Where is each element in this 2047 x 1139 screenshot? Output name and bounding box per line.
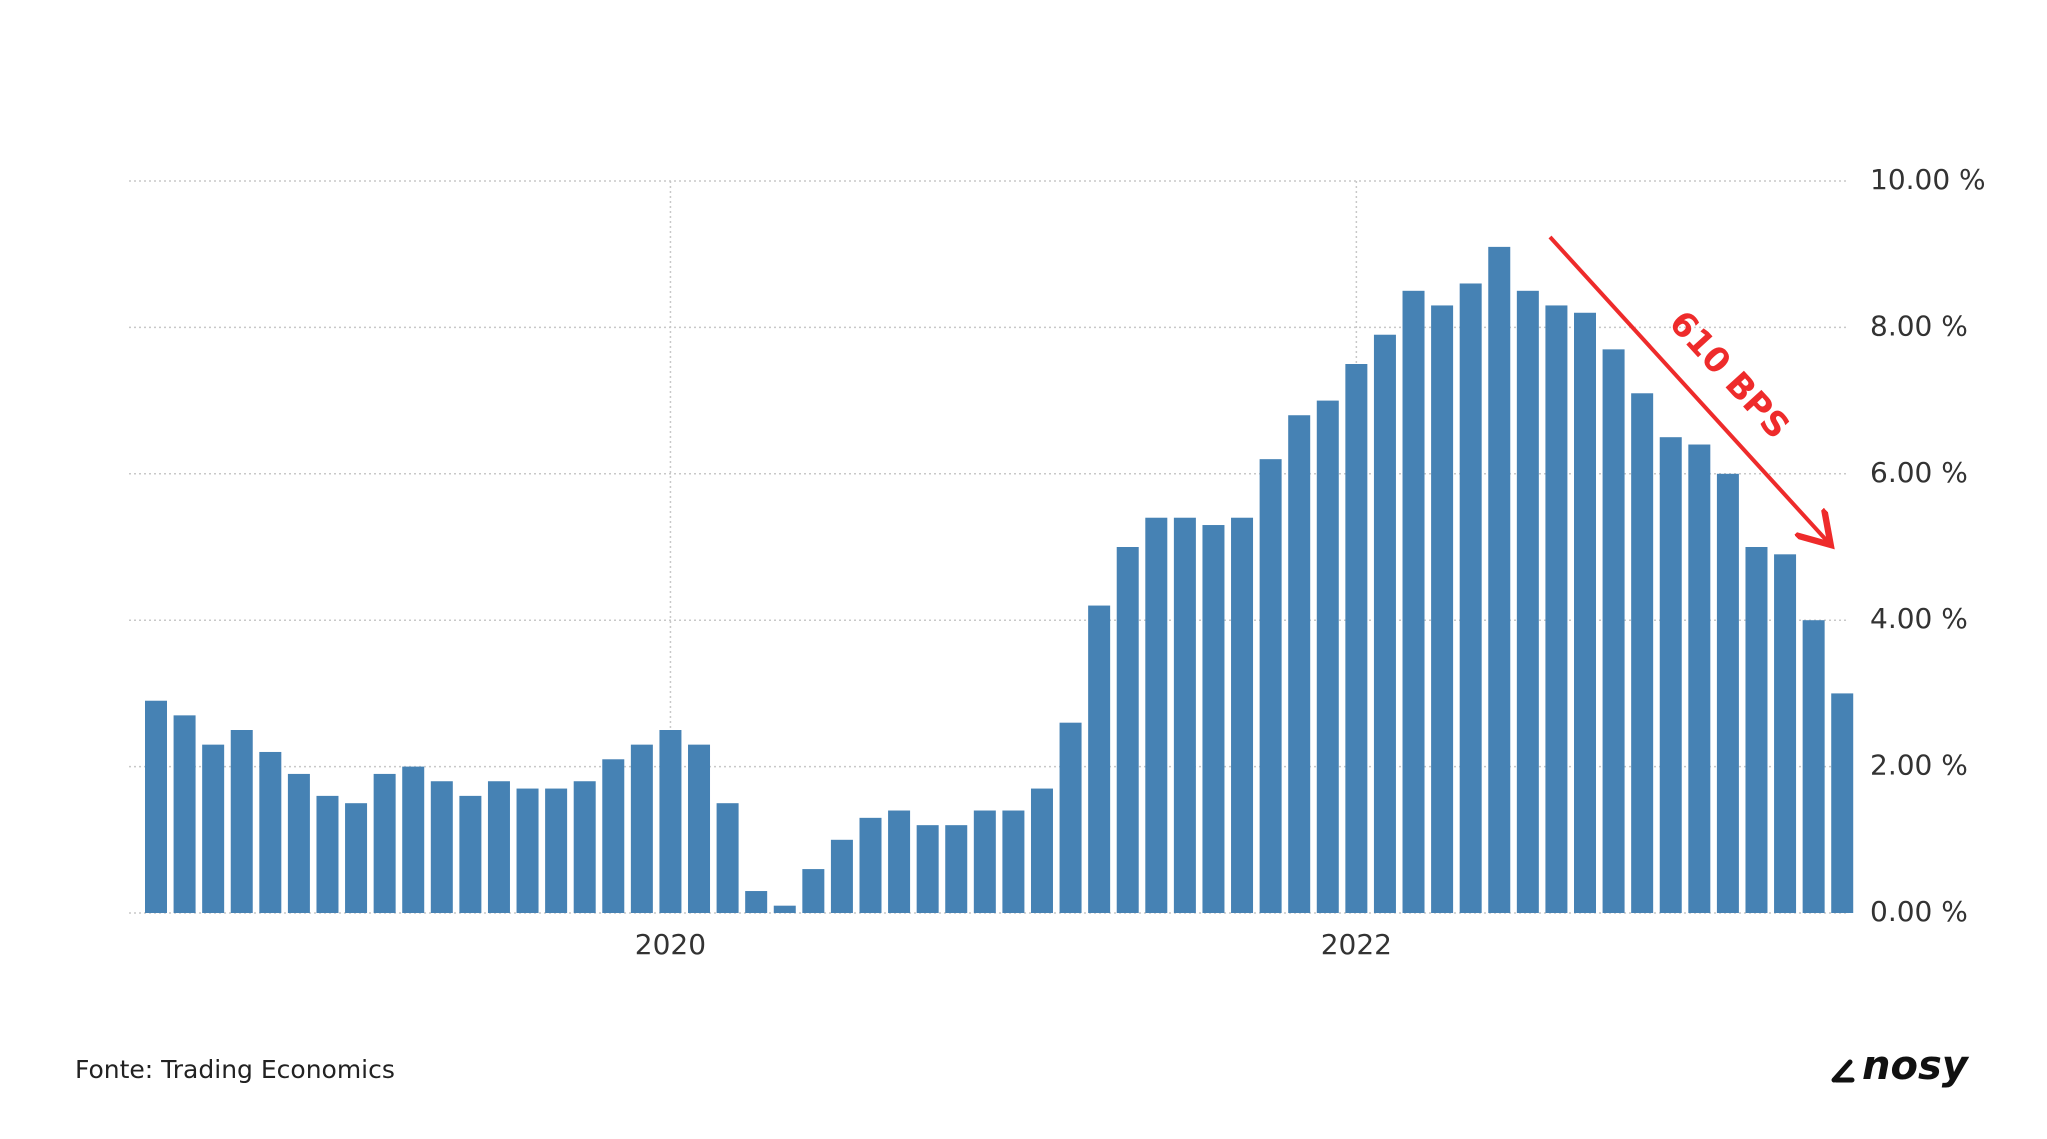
annotation-arrow xyxy=(1548,235,1828,542)
bar xyxy=(630,744,653,913)
bar xyxy=(1659,437,1682,913)
bar xyxy=(345,803,368,913)
source: Fonte: Trading Economics xyxy=(75,1055,395,1084)
bar xyxy=(716,803,739,913)
bar xyxy=(945,825,968,913)
bar xyxy=(373,773,396,913)
bar xyxy=(402,766,425,913)
bar xyxy=(688,744,711,913)
bar xyxy=(1774,554,1797,913)
bar xyxy=(1516,290,1539,913)
bar xyxy=(1088,605,1111,913)
y-tick-label: 0.00 % xyxy=(1870,895,1968,928)
bar xyxy=(830,839,853,913)
logo: nosy xyxy=(1862,1043,1970,1089)
bar xyxy=(1145,517,1168,913)
bar xyxy=(1173,517,1196,913)
bar xyxy=(545,788,568,913)
bar xyxy=(973,810,996,913)
bar xyxy=(202,744,225,913)
bar xyxy=(888,810,911,913)
y-tick-label: 4.00 % xyxy=(1870,602,1968,635)
x-tick-label: 2022 xyxy=(1321,928,1392,961)
y-tick-label: 6.00 % xyxy=(1870,456,1968,489)
bar xyxy=(1030,788,1053,913)
bar xyxy=(1288,415,1311,913)
bar xyxy=(316,795,339,913)
bar xyxy=(659,730,682,913)
bar xyxy=(602,759,625,913)
bar xyxy=(1802,620,1825,913)
bar xyxy=(1059,722,1082,913)
bar xyxy=(1688,444,1711,913)
bar xyxy=(287,773,310,913)
bar xyxy=(1431,305,1454,913)
bar xyxy=(459,795,482,913)
y-tick-label: 2.00 % xyxy=(1870,749,1968,782)
bar xyxy=(1316,400,1339,914)
bar xyxy=(259,751,282,913)
bar xyxy=(1116,547,1139,913)
bar xyxy=(1545,305,1568,913)
bar xyxy=(1631,393,1654,913)
bar xyxy=(1602,349,1625,913)
bar xyxy=(1574,312,1596,913)
bar xyxy=(1459,283,1482,914)
bar xyxy=(916,825,939,913)
bar xyxy=(173,715,196,913)
bar xyxy=(1745,547,1768,913)
bar xyxy=(1259,459,1282,913)
bar xyxy=(145,700,167,913)
bar xyxy=(1831,693,1854,913)
bar xyxy=(230,730,253,913)
bar xyxy=(773,905,796,913)
bar xyxy=(1488,246,1511,913)
bar xyxy=(430,781,453,913)
bar xyxy=(487,781,510,913)
y-tick-label: 10.00 % xyxy=(1870,163,1986,196)
bar xyxy=(745,891,768,913)
logo-icon xyxy=(1831,1059,1855,1083)
bar xyxy=(859,817,882,913)
bar xyxy=(1373,334,1396,914)
bar xyxy=(1002,810,1025,913)
y-tick-label: 8.00 % xyxy=(1870,309,1968,342)
bar xyxy=(1716,473,1739,913)
bar xyxy=(1202,525,1225,913)
bar xyxy=(573,781,596,913)
bar xyxy=(802,869,825,913)
bar xyxy=(1231,517,1254,913)
bar xyxy=(1345,364,1368,913)
bar xyxy=(516,788,539,913)
annotation: 610 BPS xyxy=(1661,303,1797,447)
x-tick-label: 2020 xyxy=(635,928,706,961)
bar xyxy=(1402,290,1425,913)
